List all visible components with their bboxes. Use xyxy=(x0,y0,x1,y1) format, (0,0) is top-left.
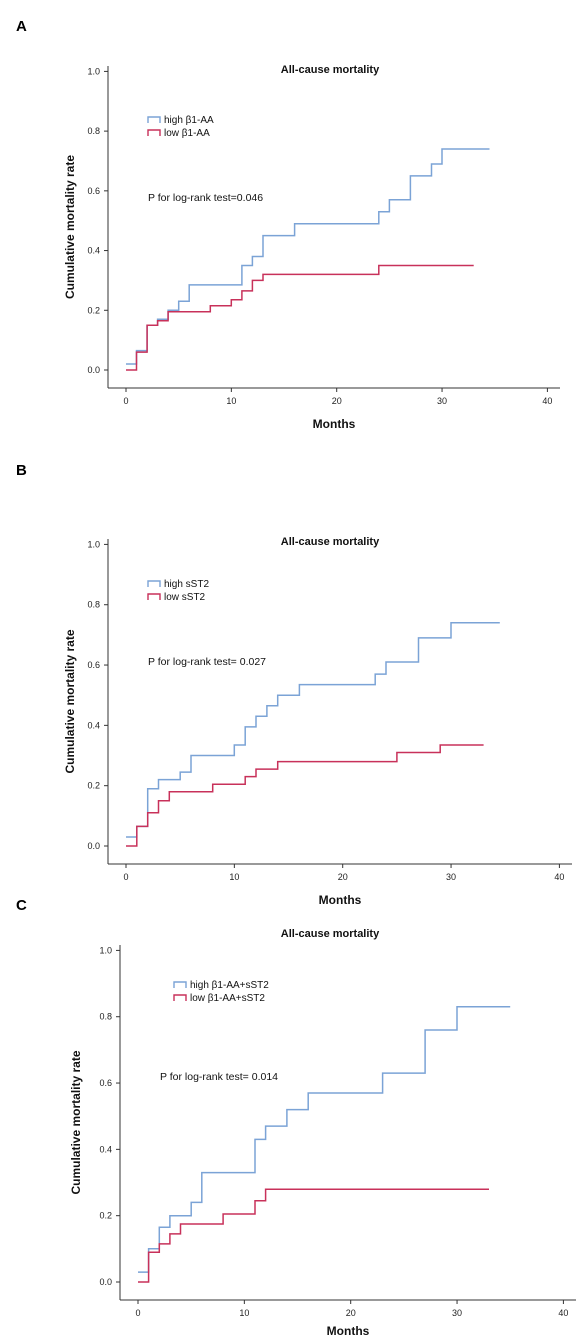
legend-label: high β1-AA+sST2 xyxy=(190,980,269,991)
y-tick-label: 0.8 xyxy=(99,1012,112,1022)
legend-label: low sST2 xyxy=(164,592,206,603)
x-tick-label: 30 xyxy=(446,872,456,882)
y-tick-label: 0.2 xyxy=(87,305,100,315)
x-tick-label: 30 xyxy=(452,1308,462,1318)
x-tick-label: 40 xyxy=(542,396,552,406)
y-tick-label: 0.2 xyxy=(99,1211,112,1221)
y-tick-label: 0.6 xyxy=(87,660,100,670)
legend-label: low β1-AA xyxy=(164,128,210,139)
y-tick-label: 0.6 xyxy=(99,1078,112,1088)
x-tick-label: 0 xyxy=(123,872,128,882)
x-tick-label: 10 xyxy=(239,1308,249,1318)
series-line-high xyxy=(138,1006,511,1273)
y-tick-label: 0.4 xyxy=(99,1144,112,1154)
y-tick-label: 1.0 xyxy=(87,539,100,549)
x-axis-title: Months xyxy=(319,893,362,907)
chart-title: All-cause mortality xyxy=(281,64,380,76)
legend-label: high sST2 xyxy=(164,579,209,590)
x-axis-title: Months xyxy=(327,1324,370,1338)
x-tick-label: 30 xyxy=(437,396,447,406)
chart-title: All-cause mortality xyxy=(281,928,380,940)
y-axis-title: Cumulative mortality rate xyxy=(63,629,77,773)
legend-swatch xyxy=(147,116,161,123)
x-tick-label: 20 xyxy=(338,872,348,882)
y-tick-label: 0.2 xyxy=(87,781,100,791)
x-tick-label: 0 xyxy=(135,1308,140,1318)
panel-a: A 0.0 0.2 0.4 0.6 0.8 1.0 0 10 20 30 40 All-cause m… xyxy=(0,0,587,440)
panel-c: C 0.0 0.2 0.4 0.6 0.8 1.0 0 10 20 30 40 All-cause m… xyxy=(0,885,587,1339)
log-rank-annotation: P for log-rank test= 0.027 xyxy=(148,656,266,668)
y-tick-label: 1.0 xyxy=(99,945,112,955)
series-line-high xyxy=(126,622,500,838)
series-line-low xyxy=(126,744,484,847)
series-line-low xyxy=(126,264,474,371)
panel-letter-b: B xyxy=(16,462,27,479)
x-tick-label: 10 xyxy=(229,872,239,882)
chart-title: All-cause mortality xyxy=(281,536,380,548)
series-line-low xyxy=(138,1188,489,1283)
panel-letter-a: A xyxy=(16,18,27,35)
km-chart-b: 0.0 0.2 0.4 0.6 0.8 1.0 0 10 20 30 40 All-cause mor… xyxy=(63,536,572,907)
km-chart-a: 0.0 0.2 0.4 0.6 0.8 1.0 0 10 20 30 40 All-cause mor… xyxy=(63,64,560,431)
y-tick-label: 0.8 xyxy=(87,126,100,136)
y-tick-label: 0.0 xyxy=(87,365,100,375)
panel-b: B 0.0 0.2 0.4 0.6 0.8 1.0 0 10 20 30 40 All-cause m… xyxy=(0,440,587,907)
y-tick-label: 0.0 xyxy=(99,1277,112,1287)
legend-swatch xyxy=(173,994,187,1001)
legend-swatch xyxy=(173,981,187,988)
y-tick-label: 1.0 xyxy=(87,66,100,76)
log-rank-annotation: P for log-rank test=0.046 xyxy=(148,192,263,204)
x-tick-label: 20 xyxy=(346,1308,356,1318)
x-tick-label: 20 xyxy=(332,396,342,406)
x-tick-label: 40 xyxy=(558,1308,568,1318)
km-chart-c: 0.0 0.2 0.4 0.6 0.8 1.0 0 10 20 30 40 All-cause mor… xyxy=(69,928,576,1338)
legend-swatch xyxy=(147,129,161,136)
x-tick-label: 40 xyxy=(554,872,564,882)
y-tick-label: 0.8 xyxy=(87,600,100,610)
legend-swatch xyxy=(147,593,161,600)
legend-label: low β1-AA+sST2 xyxy=(190,993,265,1004)
y-tick-label: 0.4 xyxy=(87,720,100,730)
y-axis-title: Cumulative mortality rate xyxy=(69,1050,83,1194)
y-axis-title: Cumulative mortality rate xyxy=(63,155,77,299)
x-axis-title: Months xyxy=(313,417,356,431)
legend-label: high β1-AA xyxy=(164,115,214,126)
x-tick-label: 0 xyxy=(123,396,128,406)
panel-letter-c: C xyxy=(16,897,27,914)
x-tick-label: 10 xyxy=(226,396,236,406)
y-tick-label: 0.6 xyxy=(87,186,100,196)
log-rank-annotation: P for log-rank test= 0.014 xyxy=(160,1071,278,1083)
series-line-high xyxy=(126,148,490,365)
y-tick-label: 0.0 xyxy=(87,841,100,851)
legend-swatch xyxy=(147,580,161,587)
y-tick-label: 0.4 xyxy=(87,246,100,256)
